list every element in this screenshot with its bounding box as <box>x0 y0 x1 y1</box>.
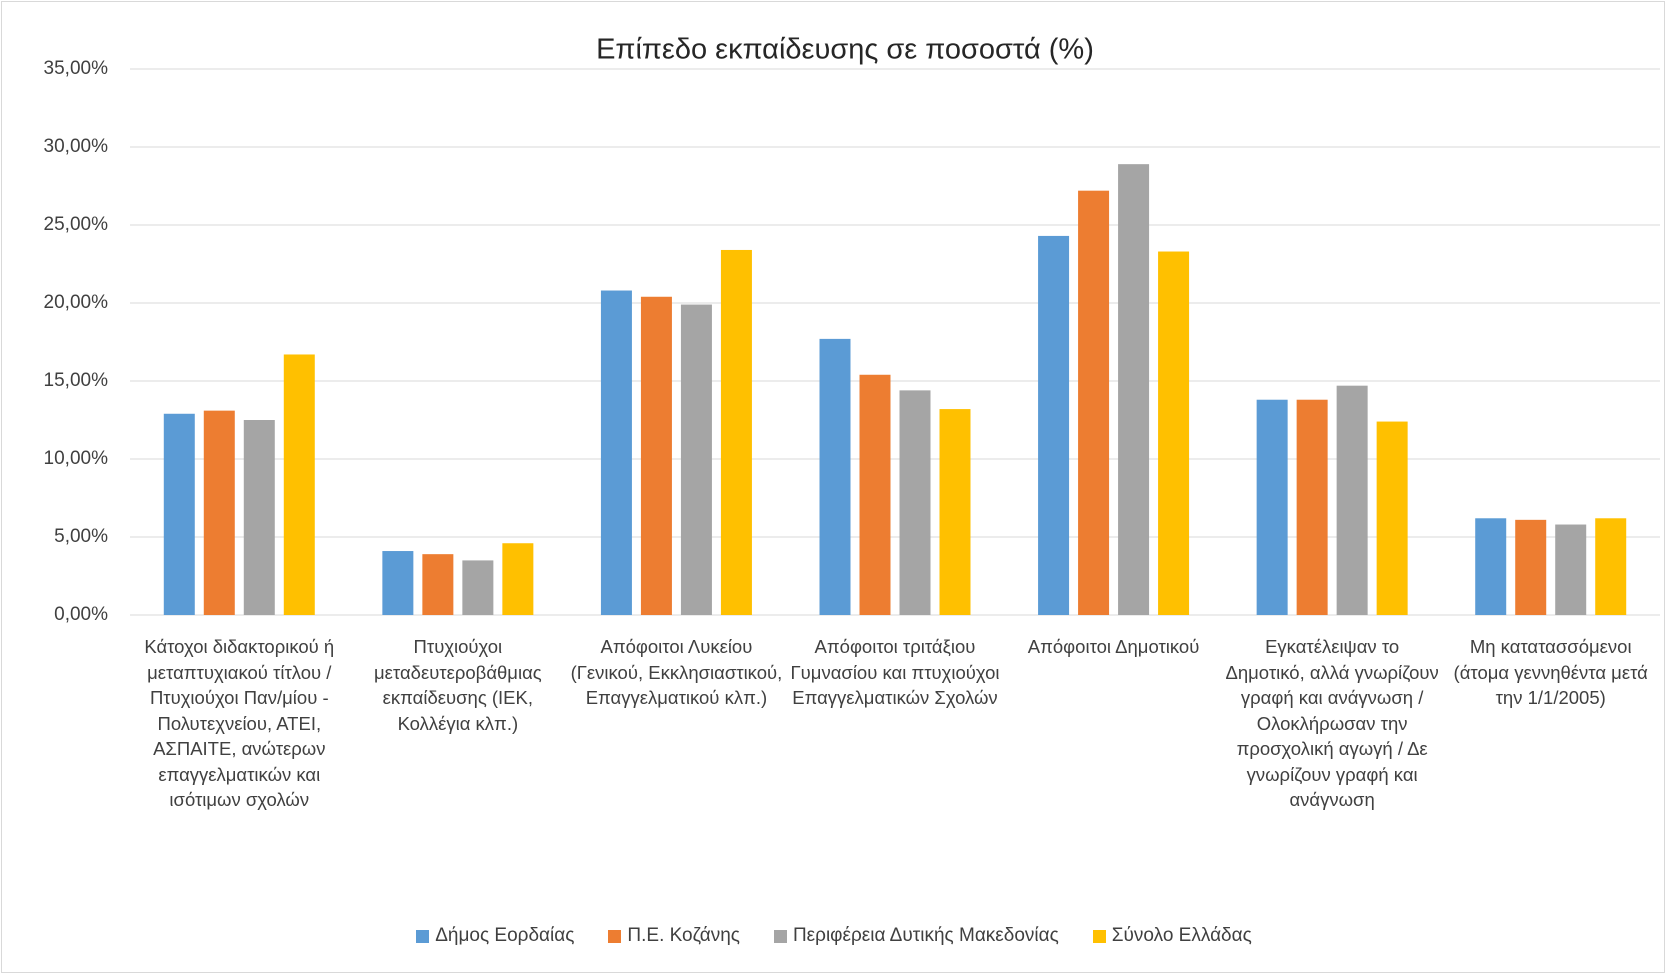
bar <box>1555 524 1587 615</box>
y-tick-label: 25,00% <box>44 214 109 235</box>
x-tick-label: Απόφοιτοι Λυκείου (Γενικού, Εκκλησιαστικ… <box>570 636 783 708</box>
bar <box>680 304 712 615</box>
y-tick-label: 30,00% <box>44 136 109 157</box>
bar <box>462 560 494 615</box>
bar <box>283 354 315 615</box>
y-tick-label: 10,00% <box>44 448 109 469</box>
bar <box>819 338 851 615</box>
legend-item: Σύνολο Ελλάδας <box>1092 925 1252 947</box>
legend-label: Σύνολο Ελλάδας <box>1111 925 1252 946</box>
x-tick-label: Μη κατατασσόμενοι (άτομα γεννηθέντα μετά… <box>1453 636 1648 708</box>
bar <box>640 296 672 615</box>
legend: Δήμος Εορδαίας Π.Ε. Κοζάνης Περιφέρεια Δυτ… <box>0 925 1668 947</box>
legend-label: Δήμος Εορδαίας <box>435 925 575 946</box>
y-tick-label: 35,00% <box>44 58 109 79</box>
y-tick-label: 15,00% <box>44 370 109 391</box>
y-tick-label: 5,00% <box>54 526 108 547</box>
legend-swatch <box>1092 929 1106 943</box>
legend-item: Περιφέρεια Δυτικής Μακεδονίας <box>773 925 1059 947</box>
legend-item: Π.Ε. Κοζάνης <box>608 925 740 947</box>
bar <box>502 543 534 615</box>
bar <box>1336 385 1368 615</box>
legend-swatch <box>416 929 430 943</box>
legend-label: Περιφέρεια Δυτικής Μακεδονίας <box>792 925 1059 946</box>
bar <box>1296 399 1328 615</box>
bar <box>203 410 235 615</box>
bar <box>859 374 891 615</box>
legend-swatch <box>773 929 787 943</box>
y-tick-label: 20,00% <box>44 292 109 313</box>
bar <box>1158 251 1190 615</box>
bar <box>899 390 931 615</box>
y-tick-label: 0,00% <box>54 604 108 625</box>
bar <box>1078 190 1110 615</box>
legend-label: Π.Ε. Κοζάνης <box>627 925 740 946</box>
bar <box>1595 518 1627 615</box>
bar <box>1475 518 1507 615</box>
x-tick-label: Εγκατέλειψαν το Δημοτικό, αλλά γνωρίζουν… <box>1225 636 1439 810</box>
x-tick-label: Απόφοιτοι τριτάξιου Γυμνασίου και πτυχιο… <box>790 636 1000 708</box>
bar <box>1118 164 1150 615</box>
bar <box>1515 519 1547 615</box>
bar <box>720 249 752 615</box>
bar <box>1038 235 1070 616</box>
bar <box>382 551 414 615</box>
bar <box>600 290 632 615</box>
bar <box>939 409 971 615</box>
x-tick-label: Κάτοχοι διδακτορικού ή μεταπτυχιακού τίτ… <box>144 636 335 810</box>
legend-swatch <box>608 929 622 943</box>
legend-item: Δήμος Εορδαίας <box>416 925 574 947</box>
x-tick-label: Πτυχιούχοι μεταδευτεροβάθμιας εκπαίδευση… <box>374 636 542 734</box>
bar <box>1376 421 1408 615</box>
bar <box>243 420 275 615</box>
bar <box>422 554 454 615</box>
bar <box>1256 399 1288 615</box>
chart-title: Επίπεδο εκπαίδευσης σε ποσοστά (%) <box>596 34 1094 66</box>
x-tick-label: Απόφοιτοι Δημοτικού <box>1027 636 1200 657</box>
bar <box>163 413 195 615</box>
